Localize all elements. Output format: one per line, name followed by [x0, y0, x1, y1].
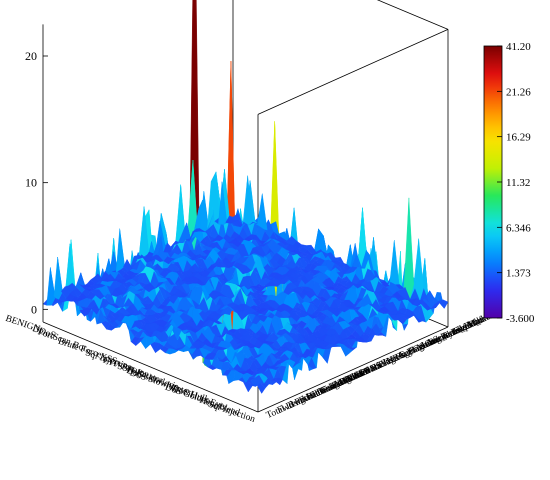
z-tick-label: 0 — [31, 302, 37, 316]
colorbar-tick-label: 6.346 — [506, 222, 531, 234]
surface-mesh — [42, 0, 449, 394]
surface-cell — [229, 213, 239, 221]
colorbar-tick-label: 11.32 — [506, 177, 530, 189]
back-top-edge-right — [257, 28, 449, 115]
back-top-edge-left — [376, 0, 449, 30]
back-floor-edge-right — [257, 326, 449, 413]
z-axis: 0 10 20 — [25, 49, 48, 316]
front-floor-edge-left — [42, 321, 259, 413]
z-tick-label: 20 — [25, 49, 37, 63]
colorbar-tick-label: 21.26 — [506, 86, 531, 98]
axis-box-front — [42, 24, 259, 413]
colorbar-tick-label: 41.20 — [506, 41, 531, 53]
class-label: Bot — [71, 340, 88, 354]
colorbar: 41.20 21.26 16.29 11.32 6.346 1.373 -3.600 — [483, 41, 535, 325]
colorbar-tick-label: -3.600 — [506, 313, 535, 325]
class-label: Sql Injection — [207, 400, 257, 425]
colorbar-tick-label: 16.29 — [506, 132, 531, 144]
z-tick-label: 10 — [25, 176, 37, 190]
colorbar-tick-label: 1.373 — [506, 268, 531, 280]
